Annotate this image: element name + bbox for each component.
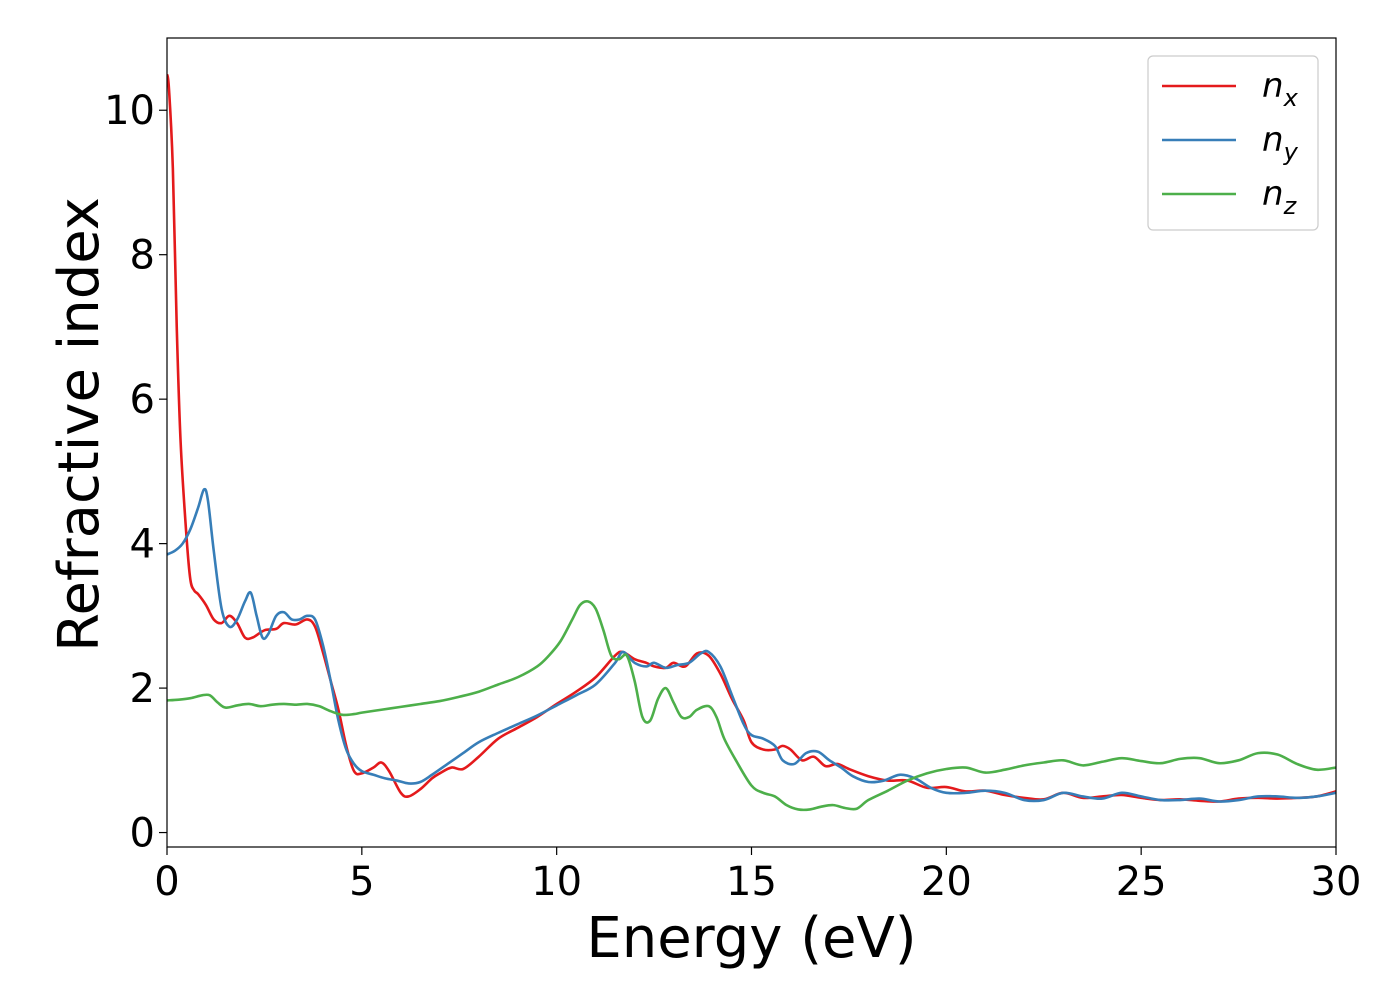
legend: nx ny nz	[1147, 55, 1319, 231]
series-line-nz	[167, 599, 1336, 812]
y-tick-label: 6	[130, 377, 155, 423]
x-tick-label: 0	[154, 859, 179, 905]
y-axis-label: Refractive index	[47, 197, 112, 652]
x-axis-ticks: 0 5 10 15 20 25 30	[154, 847, 1361, 905]
x-tick-label: 20	[921, 859, 972, 905]
x-tick-label: 15	[726, 859, 777, 905]
x-tick-label: 25	[1116, 859, 1167, 905]
y-tick-label: 4	[130, 522, 155, 568]
y-tick-label: 10	[104, 88, 155, 134]
x-tick-label: 10	[531, 859, 582, 905]
x-tick-label: 5	[349, 859, 374, 905]
y-tick-label: 8	[130, 233, 155, 279]
series-line-nx	[167, 73, 1336, 803]
y-tick-label: 2	[130, 666, 155, 712]
x-tick-label: 30	[1311, 859, 1362, 905]
legend-box	[1147, 55, 1319, 231]
legend-label-ny: ny	[1262, 120, 1299, 166]
y-axis-ticks: 0 2 4 6 8 10	[104, 88, 167, 857]
series-layer	[167, 73, 1336, 812]
series-line-ny	[167, 487, 1336, 803]
x-axis-label: Energy (eV)	[586, 906, 916, 971]
legend-label-nx: nx	[1262, 66, 1299, 112]
y-tick-label: 0	[130, 811, 155, 857]
legend-label-nz: nz	[1262, 174, 1298, 220]
